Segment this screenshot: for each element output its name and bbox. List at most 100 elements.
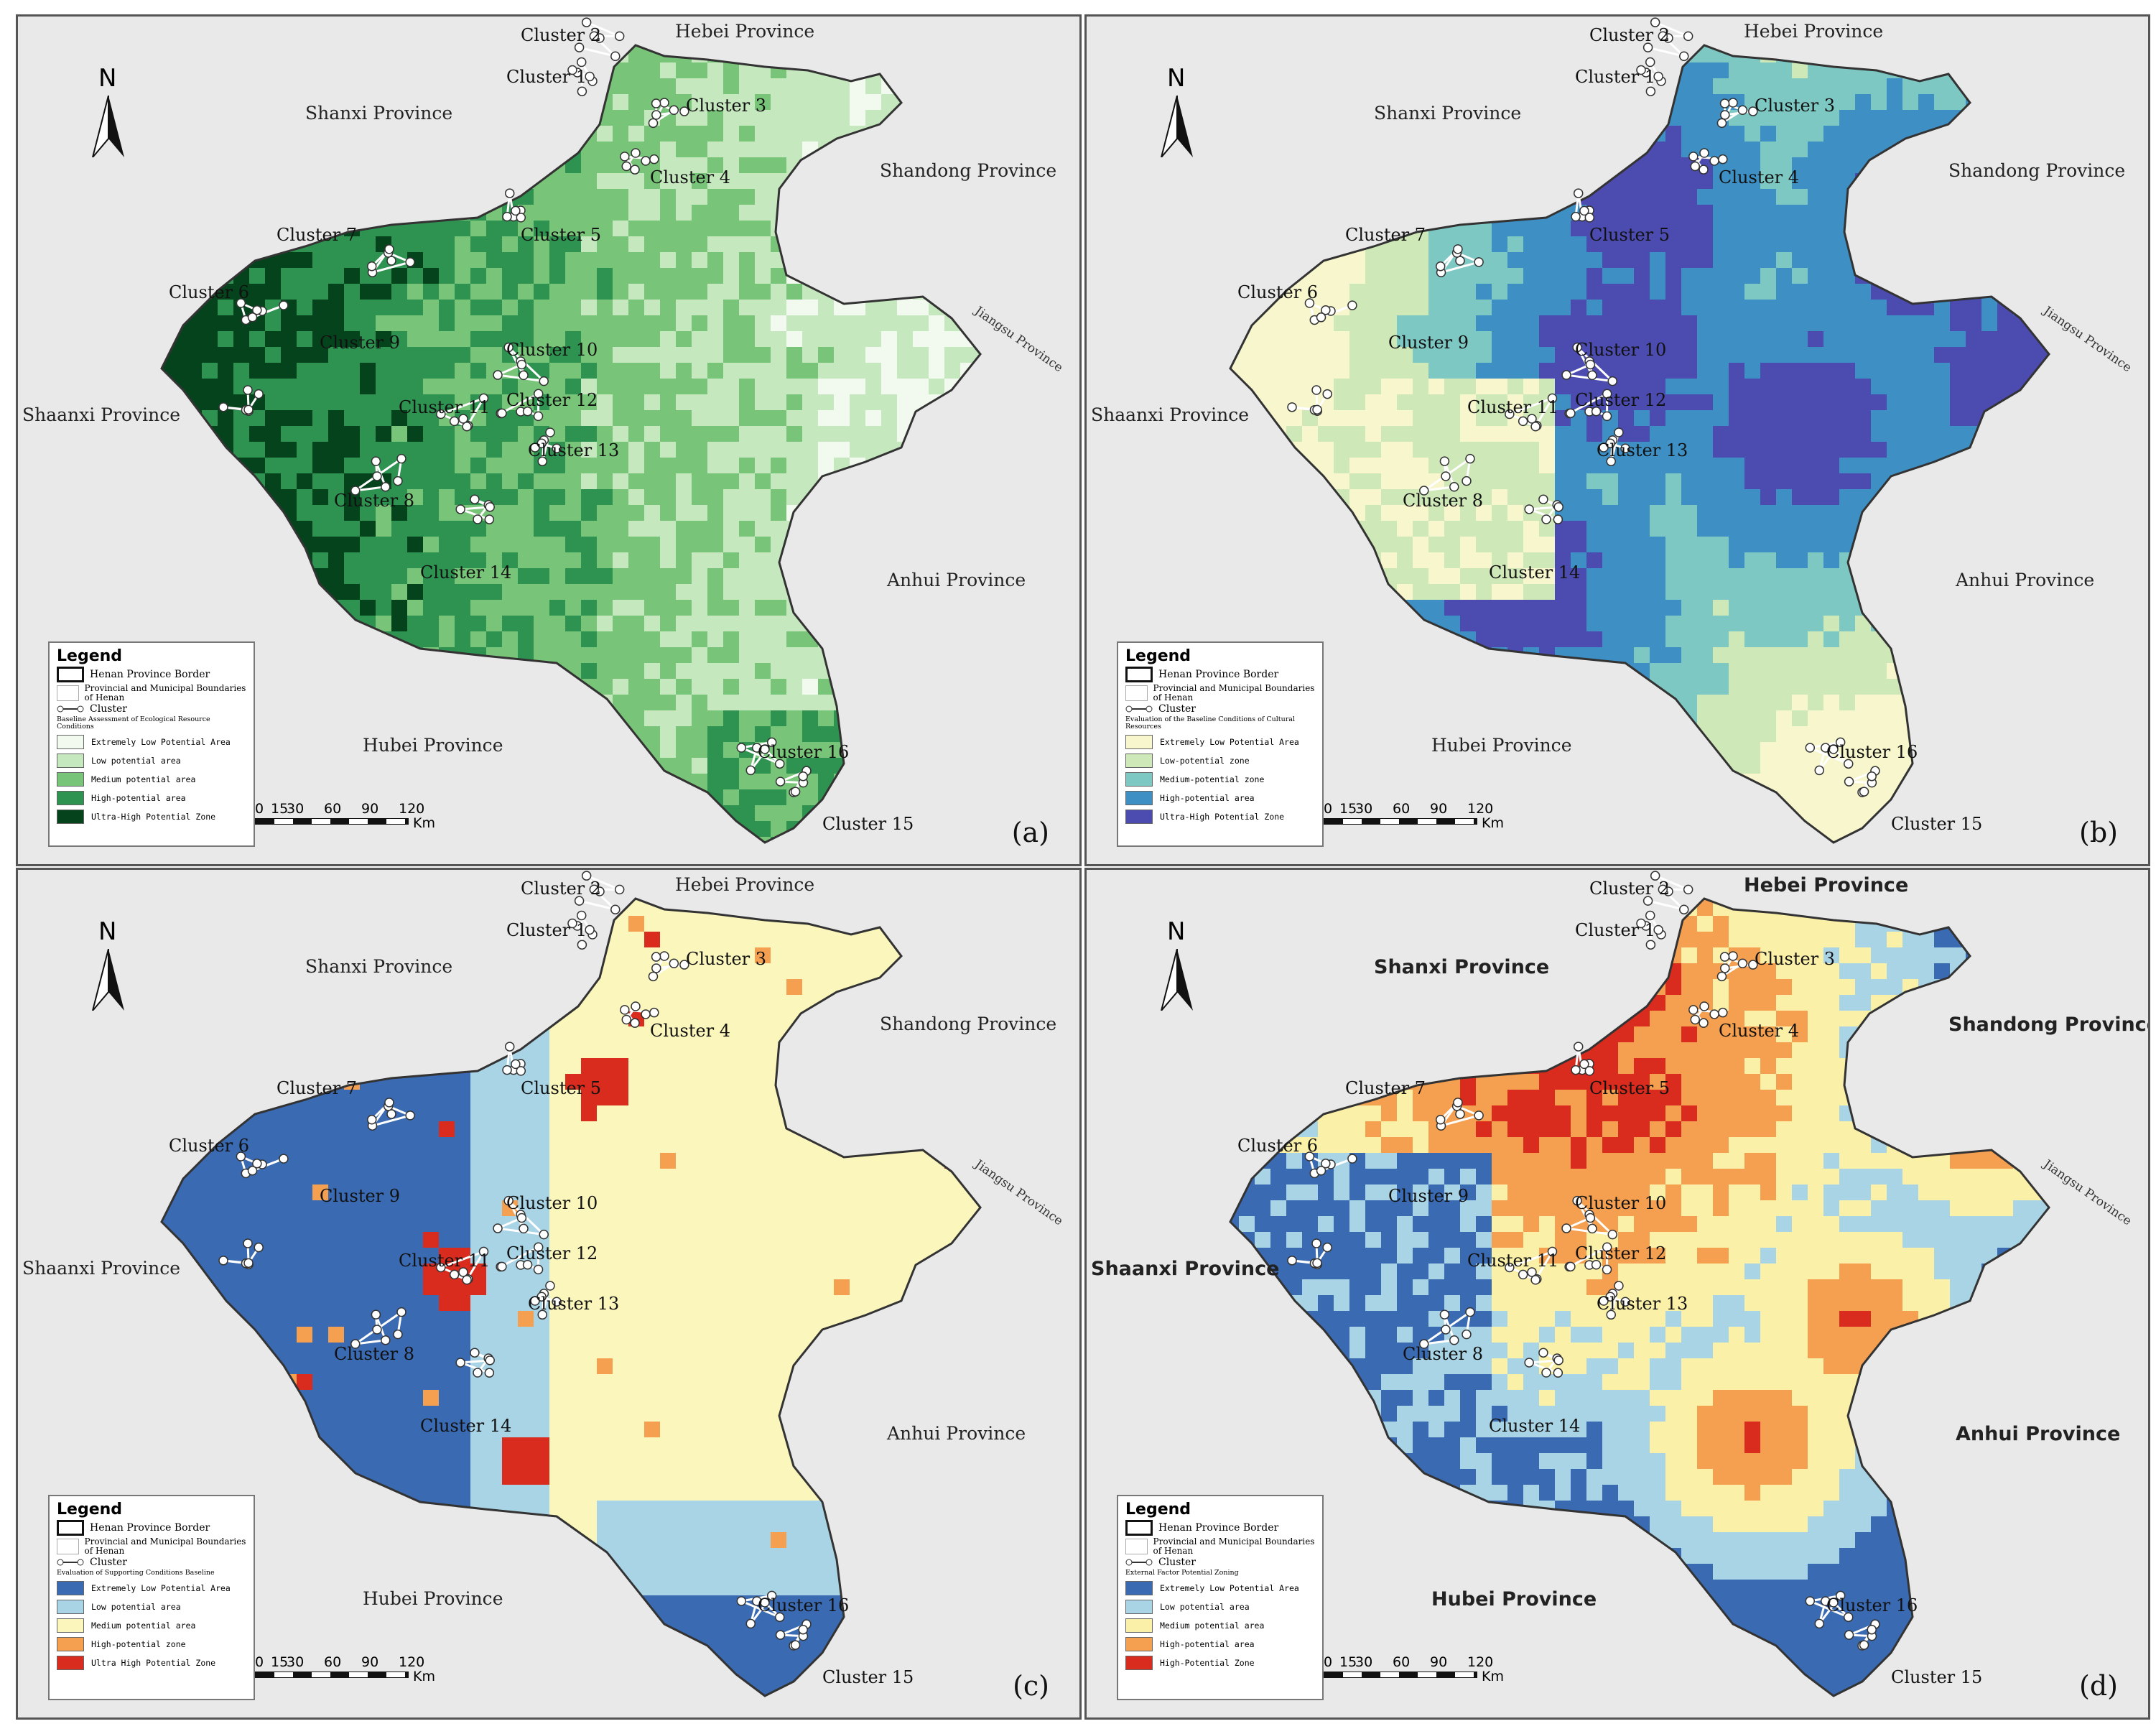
grid-cell (1428, 537, 1445, 553)
grid-cell (1381, 537, 1398, 553)
grid-cell (1997, 331, 2014, 348)
grid-cell (1823, 379, 1840, 395)
grid-cell (486, 236, 503, 253)
grid-cell (312, 489, 329, 506)
grid-cell (265, 426, 282, 442)
grid-cell (1681, 552, 1698, 569)
grid-cell (1571, 489, 1587, 506)
grid-cell (707, 363, 724, 379)
grid-cell (628, 710, 645, 727)
grid-cell (1697, 521, 1714, 537)
grid-cell (1428, 347, 1445, 363)
grid-cell (1397, 568, 1413, 585)
grid-cell (723, 679, 740, 695)
grid-cell (1523, 347, 1540, 363)
grid-cell (786, 742, 803, 759)
grid-cell (1444, 505, 1461, 521)
grid-cell (755, 221, 771, 237)
grid-cell (581, 663, 598, 680)
grid-cell (1602, 347, 1619, 363)
grid-cell (676, 600, 692, 616)
grid-cell (565, 505, 582, 521)
grid-cell (1713, 284, 1729, 300)
grid-cell (944, 363, 961, 379)
grid-cell (786, 679, 803, 695)
grid-cell (802, 363, 819, 379)
grid-cell (660, 473, 677, 490)
grid-cell (1349, 410, 1366, 427)
grid-cell (1523, 473, 1540, 490)
grid-cell (565, 268, 582, 284)
grid-cell (565, 394, 582, 411)
scale-tick: 30 (287, 801, 305, 817)
grid-cell (1507, 268, 1524, 284)
grid-cell (1286, 315, 1303, 332)
grid-cell (613, 300, 629, 316)
grid-cell (692, 236, 708, 253)
grid-cell (1476, 363, 1492, 379)
grid-cell (1729, 252, 1745, 269)
cluster-node (247, 312, 258, 323)
grid-cell (281, 268, 297, 284)
grid-cell (786, 142, 803, 158)
grid-cell (644, 521, 661, 537)
grid-cell (1823, 236, 1840, 253)
grid-cell (1729, 205, 1745, 221)
grid-cell (407, 616, 424, 632)
grid-cell (1808, 221, 1824, 237)
grid-cell (1697, 347, 1714, 363)
grid-cell (739, 126, 756, 142)
grid-cell (755, 647, 771, 664)
grid-cell (1776, 347, 1793, 363)
grid-cell (897, 394, 914, 411)
grid-cell (1823, 489, 1840, 506)
grid-cell (1270, 394, 1287, 411)
grid-cell (1302, 426, 1319, 442)
grid-cell (1476, 568, 1492, 585)
grid-cell (818, 363, 835, 379)
grid-cell (613, 600, 629, 616)
grid-cell (344, 252, 361, 269)
grid-cell (1460, 331, 1477, 348)
grid-cell (802, 78, 819, 95)
grid-cell (1744, 552, 1761, 569)
grid-cell (1492, 394, 1508, 411)
grid-cell (628, 631, 645, 648)
grid-cell (1618, 489, 1635, 506)
grid-cell (439, 552, 455, 569)
grid-cell (1713, 410, 1729, 427)
grid-cell (1729, 347, 1745, 363)
grid-cell (644, 473, 661, 490)
grid-cell (1760, 62, 1777, 79)
grid-cell (1239, 347, 1255, 363)
grid-cell (834, 363, 850, 379)
cluster-network (455, 494, 495, 524)
grid-cell (1839, 126, 1856, 142)
cluster-node (679, 106, 689, 116)
grid-cell (1665, 568, 1682, 585)
grid-cell (692, 410, 708, 427)
scale-bar-graphic (255, 818, 409, 825)
grid-cell (1776, 173, 1793, 190)
grid-cell (1871, 110, 1887, 126)
grid-cell (1713, 300, 1729, 316)
grid-cell (1839, 379, 1856, 395)
grid-cell (692, 173, 708, 190)
grid-cell (1729, 426, 1745, 442)
grid-cell (771, 584, 787, 601)
grid-cell (755, 537, 771, 553)
grid-cell (1365, 363, 1382, 379)
grid-cell (739, 173, 756, 190)
grid-cell (455, 331, 471, 348)
grid-cell (1729, 458, 1745, 474)
grid-cell (1871, 315, 1887, 332)
grid-cell (1681, 363, 1698, 379)
grid-cell (1823, 458, 1840, 474)
grid-cell (628, 284, 645, 300)
grid-cell (644, 126, 661, 142)
grid-cell (1665, 221, 1682, 237)
cluster-node (384, 244, 394, 254)
grid-cell (1760, 537, 1777, 553)
grid-cell (581, 157, 598, 174)
grid-cell (1476, 458, 1492, 474)
